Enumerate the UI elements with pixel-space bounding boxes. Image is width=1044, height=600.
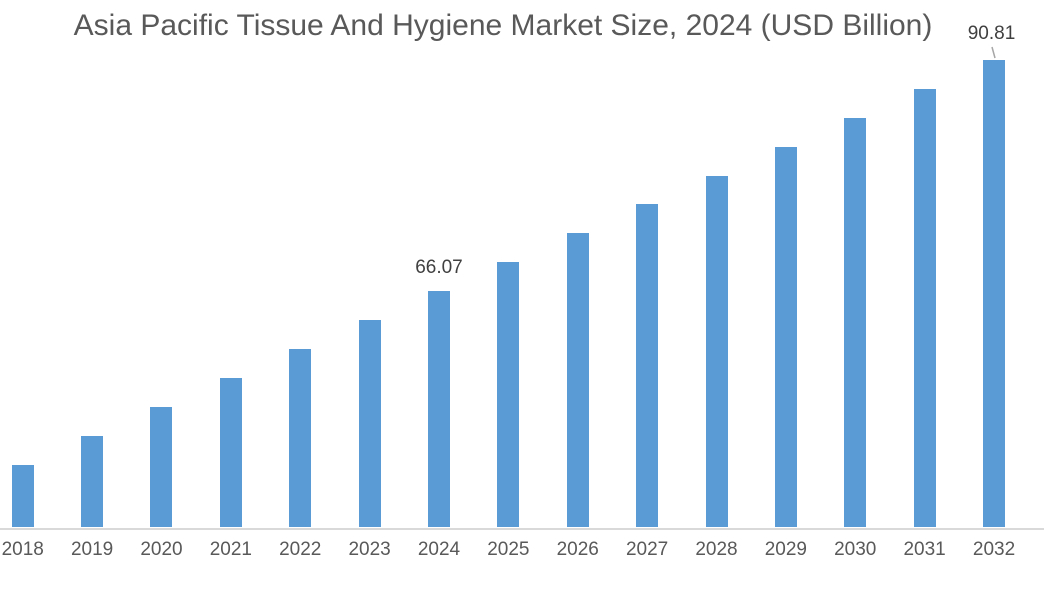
x-axis-line bbox=[0, 528, 1044, 530]
x-axis-label-2019: 2019 bbox=[70, 539, 114, 560]
x-axis-label-2022: 2022 bbox=[279, 539, 322, 560]
x-axis-label-2027: 2027 bbox=[625, 539, 669, 560]
chart-title: Asia Pacific Tissue And Hygiene Market S… bbox=[73, 9, 933, 42]
x-axis-label-2018: 2018 bbox=[1, 539, 44, 560]
x-axis-label-2028: 2028 bbox=[695, 539, 738, 560]
bar-2020 bbox=[150, 407, 173, 527]
bar-2029 bbox=[774, 146, 797, 527]
x-axis-label-2025: 2025 bbox=[487, 539, 530, 560]
x-axis-label-2026: 2026 bbox=[556, 539, 599, 560]
x-axis-label-2032: 2032 bbox=[972, 539, 1016, 560]
x-axis-label-2031: 2031 bbox=[903, 539, 946, 560]
x-axis-label-2021: 2021 bbox=[209, 539, 252, 560]
bar-2018 bbox=[11, 465, 34, 527]
data-label-leader-line bbox=[991, 46, 996, 58]
bar-2021 bbox=[219, 378, 242, 527]
data-label-2024: 66.07 bbox=[415, 257, 463, 279]
bar-2027 bbox=[636, 204, 659, 527]
bar-2025 bbox=[497, 262, 520, 527]
bar-2026 bbox=[566, 233, 589, 527]
bar-2028 bbox=[705, 175, 728, 527]
bar-2019 bbox=[81, 436, 104, 527]
x-axis-label-2023: 2023 bbox=[348, 539, 391, 560]
bar-2024 bbox=[427, 291, 450, 527]
x-axis-label-2030: 2030 bbox=[834, 539, 877, 560]
bar-2022 bbox=[289, 349, 312, 527]
x-axis-label-2020: 2020 bbox=[140, 539, 183, 560]
bar-2031 bbox=[913, 88, 936, 527]
x-axis-label-2029: 2029 bbox=[764, 539, 808, 560]
bar-2023 bbox=[358, 320, 381, 527]
data-label-2032: 90.81 bbox=[967, 22, 1016, 44]
bar-2032 bbox=[983, 59, 1006, 527]
bar-2030 bbox=[844, 117, 867, 527]
x-axis-label-2024: 2024 bbox=[417, 539, 461, 560]
